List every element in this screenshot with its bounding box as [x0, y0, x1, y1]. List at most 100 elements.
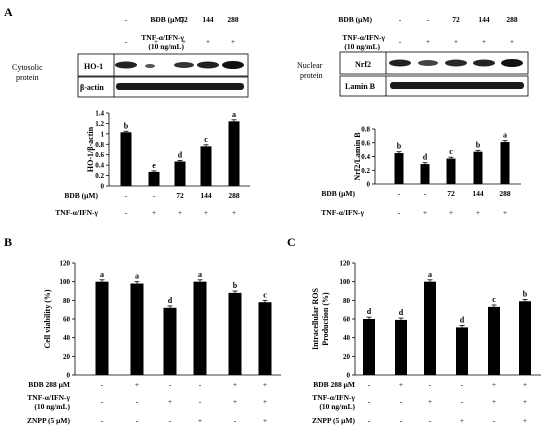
blot-left-ho1-lane-1 — [115, 61, 137, 69]
blot-left-tnf-row: - + + + + — [125, 37, 235, 46]
ros-sig-letter: d — [399, 308, 404, 317]
blot-left-ho1-band-box — [77, 53, 249, 77]
blot-left-ho1-label: HO-1 — [84, 62, 103, 71]
blot-left: BDB (μM) TNF-α/IFN-γ (10 ng/mL) - - 72 1… — [12, 15, 249, 98]
viability-y-tick-label: 120 — [60, 260, 71, 268]
viability-footer-tnf-cell: - — [101, 397, 104, 406]
blot-left-bdb-1: - — [125, 15, 128, 24]
blot-right-nrf2-lane-4 — [473, 59, 495, 67]
ho1-bar — [174, 161, 186, 186]
nrf2-y-tick-label: 0.6 — [361, 139, 370, 147]
ros-footer-znpp-cell: - — [368, 416, 371, 425]
ho1-footer-bdb-cell: - — [125, 191, 128, 200]
chart-ho1-footer-tnf-label: TNF-α/IFN-γ — [55, 208, 98, 217]
blot-left-tnf-1: - — [125, 37, 128, 46]
blot-right-nrf2-lane-2 — [418, 60, 438, 66]
blot-right-bdb-label: BDB (μM) — [338, 15, 372, 24]
chart-ros: 0 20 40 60 80 100 120 Intracellular ROS Producti… — [311, 260, 541, 425]
ros-footer-znpp-cell: - — [429, 416, 432, 425]
blot-left-actin-band-row: β-actin — [77, 76, 249, 98]
viability-footer-tnf-cell: + — [233, 397, 237, 406]
blot-left-actin-label: β-actin — [80, 83, 104, 92]
viability-bar — [193, 281, 207, 375]
ros-y-tick-label: 100 — [340, 278, 351, 286]
ros-footer-bdb-cell: + — [523, 380, 527, 389]
ho1-y-tick-label: 0.8 — [95, 141, 104, 149]
viability-footer-tnf-cell: - — [136, 397, 139, 406]
ros-y-tick-label: 20 — [343, 353, 351, 361]
chart-b-footer-tnf-conc-label: (10 ng/mL) — [34, 402, 70, 411]
viability-y-tick-label: 40 — [63, 334, 71, 342]
blot-right-bdb-3: 72 — [452, 15, 460, 24]
viability-bar — [258, 302, 272, 375]
ho1-footer-bdb-cell: 288 — [228, 191, 240, 200]
blot-left-ho1-lane-3 — [174, 62, 194, 68]
viability-y-tick-label: 20 — [63, 353, 71, 361]
ros-y-tick-label: 60 — [343, 316, 351, 324]
nrf2-bar — [473, 151, 483, 184]
blot-left-tnf-5: + — [231, 37, 235, 46]
viability-y-tick-label: 0 — [67, 372, 71, 380]
panel-letter-b: B — [4, 235, 12, 249]
nrf2-footer-tnf-cell: + — [503, 208, 507, 217]
ros-footer-bdb-cell: - — [368, 380, 371, 389]
blot-left-actin-band-box — [77, 76, 249, 98]
nrf2-footer-bdb-cell: - — [424, 189, 427, 198]
nrf2-footer-tnf-cell: + — [423, 208, 427, 217]
chart-nrf2-footer: BDB (μM) TNF-α/IFN-γ — [321, 189, 364, 217]
blot-left-side-label-1: Cytosolic — [12, 63, 43, 72]
ros-bar — [363, 319, 375, 375]
blot-left-tnf-4: + — [206, 37, 210, 46]
blot-right-nrf2-lane-5 — [501, 59, 523, 67]
ho1-sig-letter: e — [152, 161, 156, 170]
viability-footer-tnf-cell: + — [168, 397, 172, 406]
viability-y-tick-label: 80 — [63, 297, 71, 305]
ros-bar — [488, 306, 500, 375]
chart-nrf2-footer-bdb-label: BDB (μM) — [321, 189, 355, 198]
viability-footer-bdb-cell: - — [101, 380, 104, 389]
blot-right: BDB (μM) TNF-α/IFN-γ (10 ng/mL) - - 72 1… — [297, 15, 529, 97]
viability-footer-znpp-cell: + — [198, 416, 202, 425]
ros-footer-tnf-cell: - — [368, 397, 371, 406]
nrf2-y-tick-label: 0.2 — [361, 167, 370, 175]
viability-y-tick-label: 100 — [60, 278, 71, 286]
blot-right-laminb-label: Lamin B — [345, 82, 376, 91]
blot-left-tnf-2: + — [154, 37, 158, 46]
ros-footer-bdb-cell: + — [399, 380, 403, 389]
blot-right-laminb-band-box — [339, 75, 529, 97]
nrf2-bar — [394, 153, 404, 184]
viability-footer-bdb-cell: + — [135, 380, 139, 389]
blot-right-laminb-band-row: Lamin B — [339, 75, 529, 97]
chart-ho1-footer-bdb-label: BDB (μM) — [64, 191, 98, 200]
blot-left-bdb-5: 288 — [227, 15, 239, 24]
ho1-footer-tnf-cell: + — [178, 208, 182, 217]
blot-left-ho1-band-row: HO-1 — [77, 53, 249, 77]
ho1-sig-letter: a — [232, 110, 236, 119]
blot-right-nrf2-band-box — [339, 51, 529, 75]
blot-left-actin-band — [116, 83, 244, 90]
nrf2-sig-letter: b — [476, 140, 481, 149]
blot-right-nrf2-lane-1 — [389, 59, 411, 67]
ros-y-tick-label: 80 — [343, 297, 351, 305]
ros-y-axis-label: Intracellular ROS — [311, 288, 320, 350]
blot-right-tnf-5: + — [510, 37, 514, 46]
viability-footer-znpp-cell: - — [101, 416, 104, 425]
nrf2-sig-letter: c — [449, 147, 453, 156]
ho1-bar — [148, 171, 160, 186]
ho1-footer-bdb-cell: 144 — [200, 191, 212, 200]
ros-footer-bdb-cell: - — [461, 380, 464, 389]
blot-left-tnf-conc-label: (10 ng/mL) — [148, 42, 184, 51]
chart-cell-viability: 0 20 40 60 80 100 120 Cell viability (%) a a d a b c -… — [43, 260, 281, 425]
ho1-y-tick-label: 0.4 — [95, 162, 104, 170]
nrf2-footer-bdb-cell: - — [398, 189, 401, 198]
ros-footer-znpp-cell: + — [460, 416, 464, 425]
ros-footer-znpp-cell: + — [523, 416, 527, 425]
viability-footer-znpp-cell: - — [234, 416, 237, 425]
blot-right-bdb-5: 288 — [506, 15, 518, 24]
nrf2-y-tick-label: 0.8 — [361, 126, 370, 134]
ros-footer-znpp-cell: - — [400, 416, 403, 425]
chart-ho1-footer: BDB (μM) TNF-α/IFN-γ — [55, 191, 98, 217]
ros-bar — [395, 319, 407, 375]
